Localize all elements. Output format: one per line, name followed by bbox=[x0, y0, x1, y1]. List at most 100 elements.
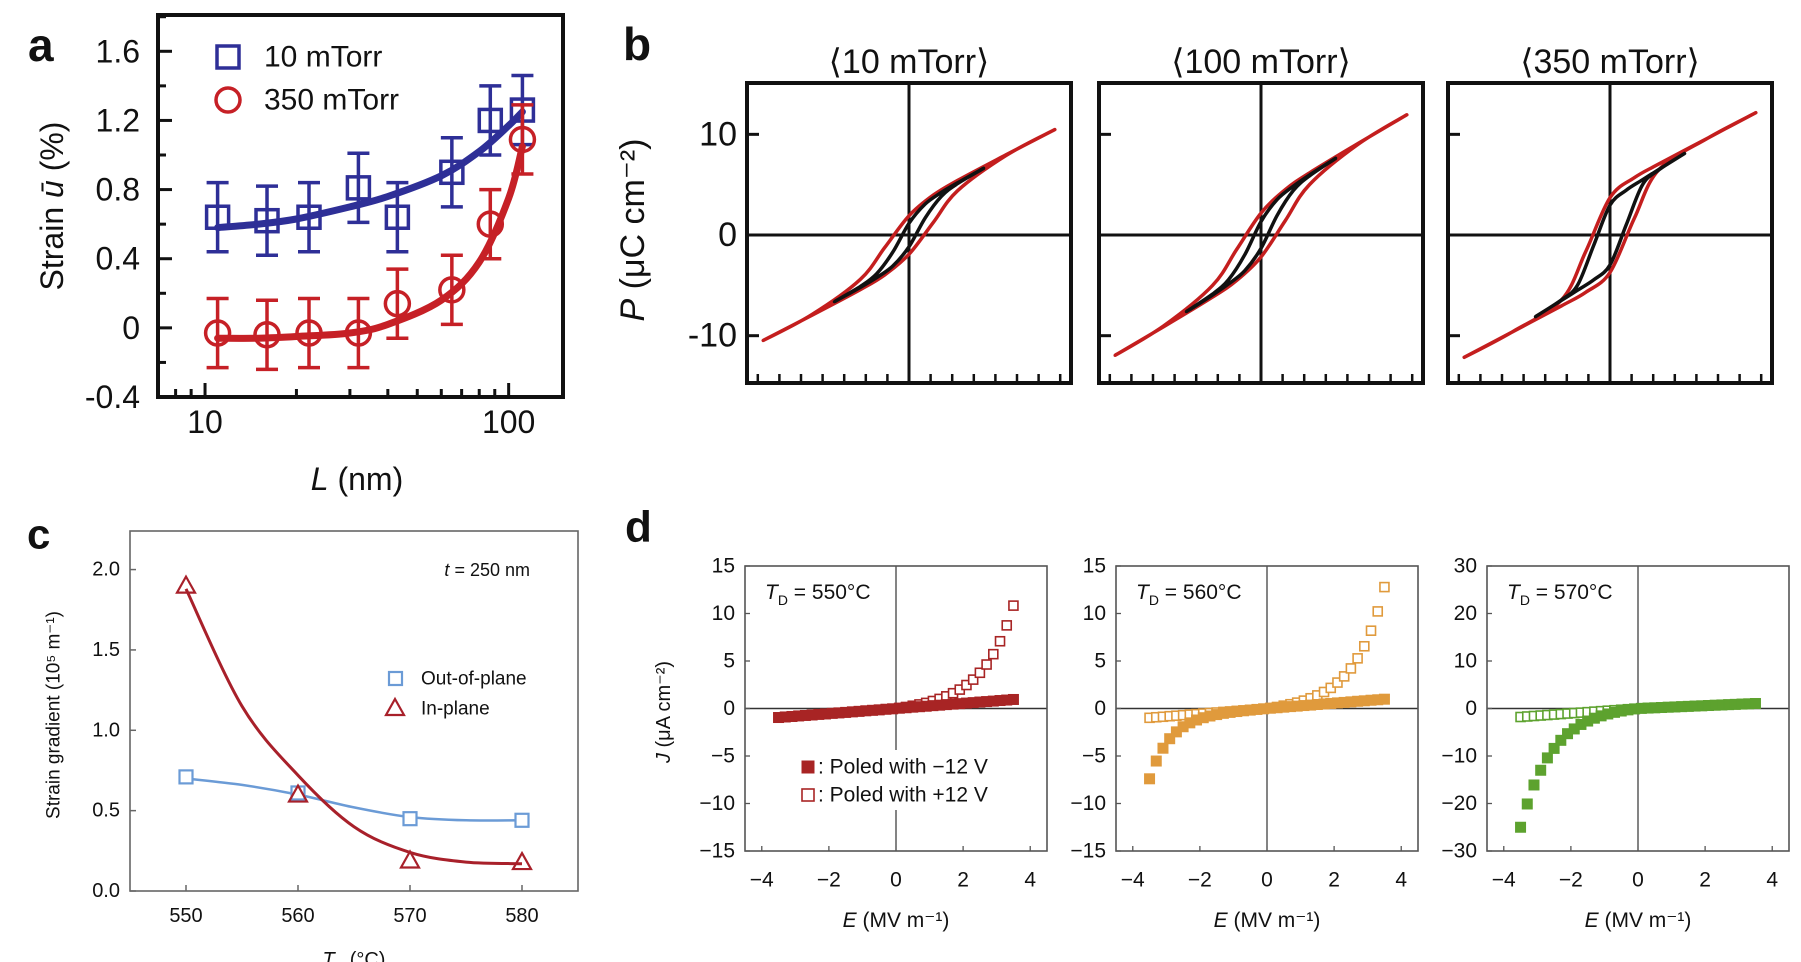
data-point bbox=[1338, 671, 1350, 682]
data-point bbox=[1515, 821, 1527, 833]
hysteresis-loop-inner bbox=[832, 166, 986, 304]
y-axis-label: Strain gradient (10⁵ m⁻¹) bbox=[44, 611, 65, 819]
data-point bbox=[1535, 764, 1547, 776]
plot-frame bbox=[1097, 81, 1425, 385]
subplot-title: ⟨100 mTorr⟩ bbox=[1171, 43, 1351, 81]
temperature-annotation-part: D bbox=[1149, 592, 1159, 608]
legend-label: Out-of-plane bbox=[421, 669, 527, 690]
data-point bbox=[511, 850, 533, 871]
x-axis-label-part: T bbox=[323, 949, 337, 962]
y-tick-label: 5 bbox=[1094, 650, 1106, 673]
x-axis-label-part: D bbox=[335, 960, 344, 962]
x-tick-label: 570 bbox=[393, 905, 426, 927]
fit-curve bbox=[214, 142, 526, 342]
panel-a: 10 mTorr 350 mTorr bbox=[156, 13, 565, 399]
x-tick-label: 0 bbox=[1632, 869, 1644, 892]
data-point bbox=[1345, 663, 1357, 674]
data-point bbox=[253, 321, 281, 349]
data-point bbox=[1372, 606, 1384, 617]
thickness-annotation-part: t bbox=[444, 560, 450, 580]
x-tick-label: −2 bbox=[817, 869, 841, 892]
y-tick-label: 15 bbox=[712, 555, 735, 578]
data-point bbox=[988, 648, 999, 660]
x-axis-label-part: (MV m⁻¹) bbox=[1599, 909, 1692, 932]
error-bar bbox=[298, 180, 321, 254]
data-point bbox=[204, 204, 231, 230]
y-tick-label: −10 bbox=[699, 792, 735, 815]
x-axis-label-part: E bbox=[1214, 909, 1229, 932]
x-axis-label: L (nm) bbox=[311, 461, 403, 497]
legend-label: : Poled with +12 V bbox=[818, 784, 988, 807]
x-tick-label: −2 bbox=[1188, 869, 1212, 892]
legend-circle-marker bbox=[214, 86, 242, 114]
y-axis-label: Strain ū (%) bbox=[34, 122, 70, 291]
panel-d-subplot-1: −15 −10 −5 0 5 10 15 −4 −2 0 2 4: Poled with −12 V:… bbox=[699, 555, 1048, 892]
panel-b-subplot-3: ⟨350 mTorr⟩ bbox=[1446, 43, 1774, 385]
x-tick-label: 0 bbox=[1261, 869, 1273, 892]
data-point bbox=[1008, 600, 1019, 611]
y-tick-label: 30 bbox=[1454, 555, 1477, 578]
y-axis-label-part: P bbox=[614, 298, 652, 321]
y-tick-label: −15 bbox=[699, 840, 735, 863]
x-tick-label: 100 bbox=[482, 404, 535, 440]
x-tick-label: 4 bbox=[1024, 869, 1036, 892]
data-point bbox=[1548, 742, 1560, 754]
plot-frame bbox=[129, 530, 579, 892]
data-point bbox=[981, 659, 992, 670]
y-tick-label: 0.4 bbox=[96, 241, 140, 277]
x-tick-label: 550 bbox=[169, 905, 202, 927]
y-tick-label: -0.4 bbox=[85, 379, 140, 415]
y-tick-label: 20 bbox=[1454, 602, 1477, 625]
temperature-annotation-part: T bbox=[1136, 581, 1151, 604]
x-tick-label: −4 bbox=[1121, 869, 1145, 892]
data-point bbox=[974, 667, 986, 679]
fit-curve bbox=[184, 588, 523, 866]
x-axis-label-part: (nm) bbox=[329, 461, 404, 497]
data-point bbox=[1007, 693, 1019, 705]
legend: 10 mTorr 350 mTorr bbox=[214, 41, 399, 117]
error-bar bbox=[256, 184, 279, 258]
x-axis-label-part: (°C) bbox=[344, 949, 385, 962]
data-point bbox=[1555, 734, 1567, 746]
data-point bbox=[344, 319, 373, 347]
legend-background bbox=[800, 750, 1036, 810]
data-point bbox=[1378, 693, 1390, 705]
data-point bbox=[1144, 773, 1156, 785]
data-point bbox=[1332, 677, 1343, 688]
legend-label: 350 mTorr bbox=[264, 84, 399, 117]
data-point bbox=[1164, 733, 1176, 745]
data-point bbox=[1359, 640, 1370, 652]
panel-d-subplot-2: −15 −10 −5 0 5 10 15 −4 −2 0 2 4 bbox=[1070, 555, 1419, 892]
legend-open-square bbox=[801, 788, 815, 802]
temperature-annotation-part: T bbox=[765, 581, 780, 604]
series-square bbox=[185, 777, 523, 822]
temperature-annotation-part: = 570°C bbox=[1530, 581, 1613, 604]
error-bar bbox=[386, 267, 409, 340]
x-axis-label-part: (MV m⁻¹) bbox=[857, 909, 950, 932]
legend-label: 10 mTorr bbox=[264, 41, 382, 74]
panel-label-a: a bbox=[28, 19, 54, 71]
y-tick-label: −5 bbox=[711, 745, 735, 768]
y-axis-label-part: ū bbox=[34, 180, 70, 198]
series-filled-square bbox=[1515, 698, 1761, 833]
x-tick-label: −2 bbox=[1559, 869, 1583, 892]
data-point bbox=[295, 319, 323, 347]
x-tick-label: 10 bbox=[187, 404, 223, 440]
y-tick-label: 1.6 bbox=[96, 33, 140, 69]
data-point bbox=[345, 175, 372, 201]
data-point bbox=[439, 159, 465, 186]
legend-filled-square bbox=[801, 760, 815, 774]
y-tick-label: 2.0 bbox=[92, 559, 120, 581]
data-point bbox=[402, 811, 418, 827]
data-point bbox=[961, 679, 972, 691]
data-point bbox=[1352, 653, 1363, 664]
legend: Out-of-plane In-plane bbox=[384, 669, 527, 720]
y-tick-label: -10 bbox=[688, 317, 737, 355]
error-bar bbox=[386, 180, 409, 254]
panel-b-subplot-2: ⟨100 mTorr⟩ bbox=[1097, 43, 1425, 385]
temperature-annotation-part: D bbox=[778, 592, 788, 608]
x-tick-label: 560 bbox=[281, 905, 314, 927]
plot-frame bbox=[1115, 565, 1419, 852]
thickness-annotation: t = 250 nm bbox=[444, 560, 530, 580]
